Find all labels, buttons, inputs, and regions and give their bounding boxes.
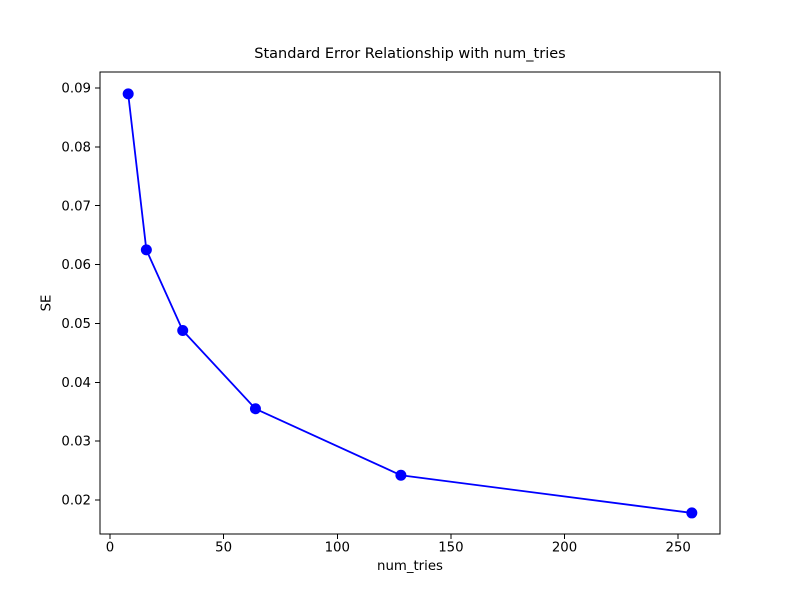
x-tick-label: 200 xyxy=(552,541,577,556)
y-axis-label: SE xyxy=(40,295,55,312)
axes-spines xyxy=(99,71,721,535)
x-tick-label: 50 xyxy=(215,541,232,556)
se-line xyxy=(127,93,692,514)
y-tick-label: 0.03 xyxy=(61,435,91,450)
data-point xyxy=(686,507,698,519)
y-tick-label: 0.04 xyxy=(61,376,91,391)
y-tick-label: 0.08 xyxy=(61,140,91,155)
chart-title: Standard Error Relationship with num_tri… xyxy=(254,46,565,62)
data-point xyxy=(249,403,261,415)
x-tick-label: 150 xyxy=(438,541,463,556)
y-tick-label: 0.07 xyxy=(61,199,91,214)
y-tick-label: 0.06 xyxy=(61,258,91,273)
x-tick-label: 250 xyxy=(665,541,690,556)
x-tick-label: 100 xyxy=(325,541,350,556)
y-tick-label: 0.09 xyxy=(61,82,91,97)
axes: 0 50 100 150 200 250 0.02 0.03 0.04 0.05 0.06 0.07 0… xyxy=(61,71,721,556)
data-point xyxy=(122,88,134,100)
x-tick-label: 0 xyxy=(106,541,114,556)
series xyxy=(122,88,698,519)
data-point xyxy=(177,324,189,336)
data-point xyxy=(140,244,152,256)
y-tick-label: 0.05 xyxy=(61,317,91,332)
data-point xyxy=(395,469,407,481)
x-axis-label: num_tries xyxy=(377,559,443,574)
y-tick-label: 0.02 xyxy=(61,494,91,509)
